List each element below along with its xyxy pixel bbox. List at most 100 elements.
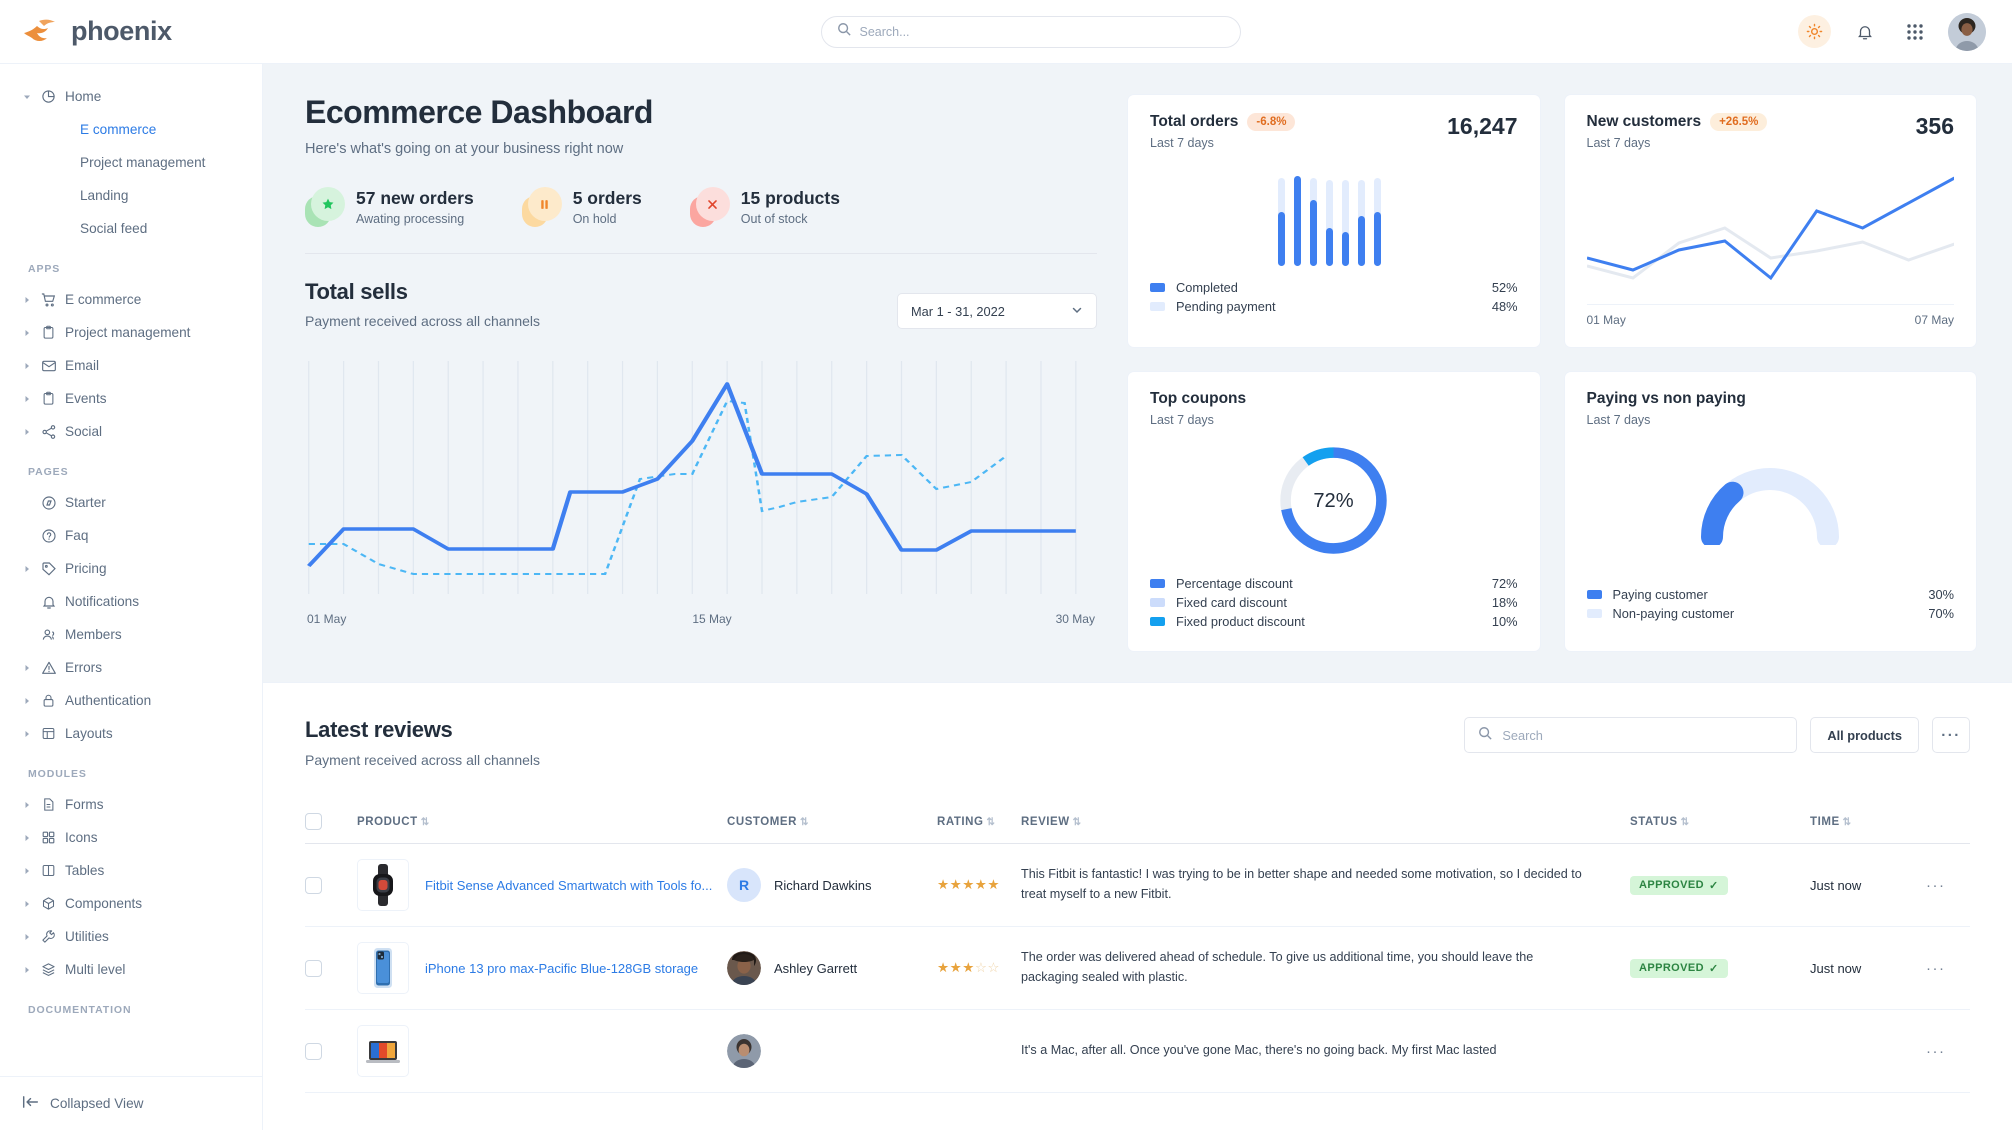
product-link[interactable]: iPhone 13 pro max-Pacific Blue-128GB sto… (425, 960, 699, 976)
pie-chart-icon (39, 89, 58, 104)
sidebar-item-events[interactable]: Events (0, 382, 262, 415)
sidebar-section-modules: MODULES (28, 768, 87, 780)
table-row[interactable]: iPhone 13 pro max-Pacific Blue-128GB sto… (305, 926, 1970, 1010)
rating-stars: ★★★★★ (937, 877, 1001, 892)
row-customer-cell (727, 1009, 937, 1093)
notifications-icon[interactable] (1848, 15, 1881, 48)
sidebar-subitem-social-feed[interactable]: Social feed (0, 212, 262, 245)
row-checkbox[interactable] (305, 876, 322, 894)
global-search-box[interactable]: Search... (820, 15, 1241, 48)
column-customer[interactable]: CUSTOMER ⇅ (727, 801, 937, 844)
collapsed-view-toggle[interactable]: Collapsed View (0, 1076, 262, 1130)
sidebar-item-e-commerce[interactable]: E commerce (0, 283, 262, 316)
stat-on-hold[interactable]: 5 orders On hold (521, 187, 690, 227)
row-product-cell: iPhone 13 pro max-Pacific Blue-128GB sto… (357, 926, 727, 1010)
sidebar-item-email-label: Email (65, 358, 99, 373)
row-select-cell (305, 926, 357, 1010)
column-actions (1926, 801, 1970, 844)
sidebar-item-faq[interactable]: Faq (0, 519, 262, 552)
sidebar-item-components-label: Components (65, 896, 143, 911)
sidebar-item-tables[interactable]: Tables (0, 854, 262, 887)
stat-out-of-stock[interactable]: 15 products Out of stock (689, 187, 888, 227)
sort-icon: ⇅ (1842, 816, 1852, 828)
column-status[interactable]: STATUS ⇅ (1630, 801, 1810, 844)
reviews-table: PRODUCT ⇅ CUSTOMER ⇅ RATING ⇅ REVIEW ⇅ STATU… (305, 801, 1970, 1093)
sidebar-item-events-label: Events (65, 391, 107, 406)
theme-toggle-icon[interactable] (1798, 15, 1831, 48)
row-status-cell (1630, 1009, 1810, 1093)
row-more-icon[interactable]: ··· (1926, 959, 1946, 977)
sidebar-item-layouts-label: Layouts (65, 726, 113, 741)
sidebar-item-errors[interactable]: Errors (0, 651, 262, 684)
sidebar-item-tables-label: Tables (65, 863, 105, 878)
sidebar-item-authentication[interactable]: Authentication (0, 684, 262, 717)
brand-logo-area[interactable]: phoenix (0, 16, 263, 47)
stat-new-orders[interactable]: 57 new orders Awating processing (305, 187, 522, 227)
phoenix-bird-logo-icon (22, 17, 60, 47)
sidebar-item-starter[interactable]: Starter (0, 486, 262, 519)
sidebar-subitem-ecommerce[interactable]: E commerce (0, 113, 262, 146)
all-products-button[interactable]: All products (1810, 717, 1919, 753)
row-rating-cell (937, 1009, 1021, 1093)
reviews-search-input[interactable]: Search (1464, 717, 1798, 753)
sidebar-item-social[interactable]: Social (0, 415, 262, 448)
sidebar-subitem-landing-label: Landing (80, 188, 129, 203)
sidebar-item-layouts[interactable]: Layouts (0, 717, 262, 750)
apps-grid-icon[interactable] (1898, 15, 1931, 48)
total-orders-legend: Completed 52% Pending payment 48% (1150, 278, 1518, 316)
sidebar-item-pricing[interactable]: Pricing (0, 552, 262, 585)
row-checkbox[interactable] (305, 1042, 322, 1060)
column-review[interactable]: REVIEW ⇅ (1021, 801, 1630, 844)
sidebar-item-forms[interactable]: Forms (0, 788, 262, 821)
sidebar-item-email[interactable]: Email (0, 349, 262, 382)
sidebar-item-project-management[interactable]: Project management (0, 316, 262, 349)
reviews-more-button[interactable]: ··· (1932, 717, 1970, 753)
top-coupons-donut-svg: 72% (1280, 447, 1387, 554)
total-orders-bar-chart-svg (1277, 176, 1381, 266)
row-more-icon[interactable]: ··· (1926, 1042, 1946, 1060)
column-rating[interactable]: RATING ⇅ (937, 801, 1021, 844)
legend-item: Pending payment 48% (1150, 297, 1518, 316)
paying-legend: Paying customer 30% Non-paying customer … (1586, 585, 1954, 623)
row-more-icon[interactable]: ··· (1926, 876, 1946, 894)
stat-new-orders-value: 57 new orders (356, 188, 474, 208)
sidebar-subitem-project-management[interactable]: Project management (0, 146, 262, 179)
grid-squares-icon (39, 830, 58, 845)
search-icon (1478, 726, 1492, 745)
sidebar-item-members[interactable]: Members (0, 618, 262, 651)
sidebar-item-project-management-label: Project management (65, 325, 191, 340)
sidebar-item-components[interactable]: Components (0, 887, 262, 920)
sidebar-item-multi-level-label: Multi level (65, 962, 126, 977)
product-link[interactable]: Fitbit Sense Advanced Smartwatch with To… (425, 877, 713, 893)
sort-icon: ⇅ (420, 816, 430, 828)
sidebar-item-home[interactable]: Home (0, 80, 262, 113)
latest-reviews-toolbar: Search All products ··· (1464, 717, 1970, 753)
sidebar-item-utilities[interactable]: Utilities (0, 920, 262, 953)
row-checkbox[interactable] (305, 959, 322, 977)
row-select-cell (305, 843, 357, 927)
time-value: Just now (1810, 960, 1862, 976)
row-actions-cell: ··· (1926, 1009, 1970, 1093)
table-row[interactable]: It's a Mac, after all. Once you've gone … (305, 1009, 1970, 1093)
row-review-cell: It's a Mac, after all. Once you've gone … (1021, 1009, 1630, 1093)
column-time[interactable]: TIME ⇅ (1810, 801, 1926, 844)
reviews-search-placeholder: Search (1502, 727, 1543, 743)
question-circle-icon (39, 528, 58, 544)
column-product[interactable]: PRODUCT ⇅ (357, 801, 727, 844)
macbook-thumbnail (357, 1025, 409, 1077)
table-row[interactable]: Fitbit Sense Advanced Smartwatch with To… (305, 843, 1970, 927)
sidebar-subitem-landing[interactable]: Landing (0, 179, 262, 212)
user-avatar[interactable] (1948, 12, 1986, 51)
stat-new-orders-caption: Awating processing (356, 212, 465, 226)
sidebar-item-notifications[interactable]: Notifications (0, 585, 262, 618)
legend-value: 10% (1491, 614, 1518, 629)
page-subtitle: Here's what's going on at your business … (305, 141, 624, 157)
select-all-checkbox[interactable] (305, 813, 322, 830)
legend-label: Non-paying customer (1612, 606, 1735, 621)
card-total-orders: Total orders -6.8% Last 7 days 16,247 (1127, 94, 1541, 348)
date-range-dropdown[interactable]: Mar 1 - 31, 2022 (897, 293, 1097, 329)
sidebar-item-icons[interactable]: Icons (0, 821, 262, 854)
wrench-icon (39, 929, 58, 944)
total-sells-subtitle: Payment received across all channels (305, 313, 541, 329)
sidebar-item-multi-level[interactable]: Multi level (0, 953, 262, 986)
